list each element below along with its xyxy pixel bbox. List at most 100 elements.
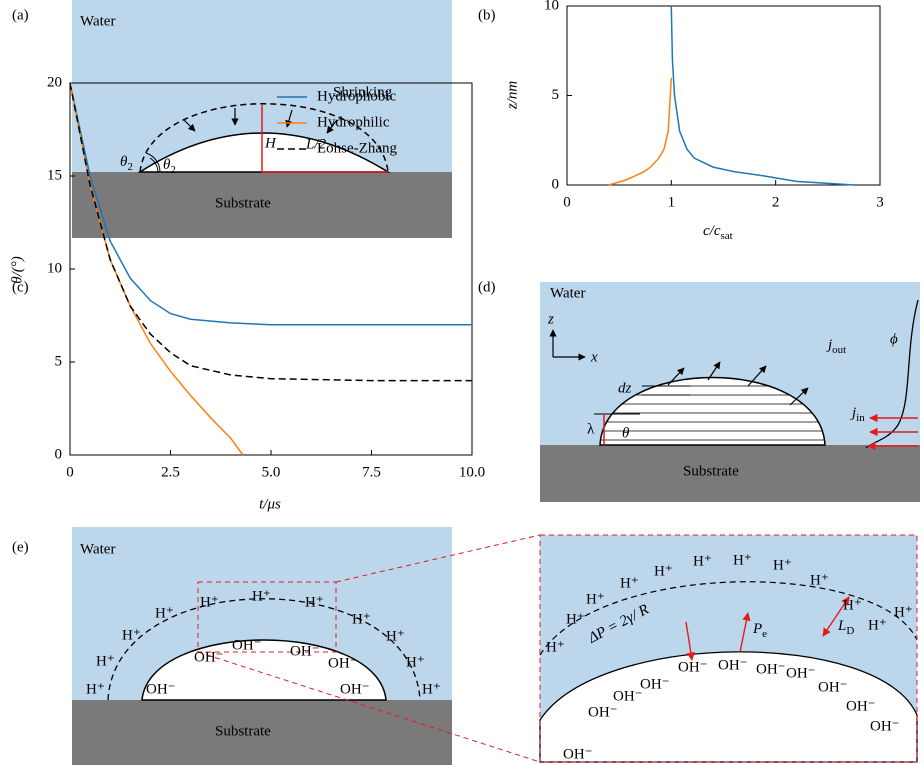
label: z: [547, 311, 554, 327]
substrate: [540, 445, 920, 502]
y-axis-label: θ/(°): [9, 256, 25, 284]
ion-label: H⁺: [566, 611, 585, 627]
ion-label: H⁺: [693, 553, 712, 569]
dz-marks: [642, 385, 690, 396]
x-tick-label: 1: [668, 194, 676, 210]
ion-label: OH⁻: [870, 718, 900, 734]
symbol-label: LD: [837, 618, 854, 636]
axis-arrows: [549, 329, 586, 361]
label: L/2: [305, 136, 327, 152]
ion-label: OH⁻: [678, 659, 708, 675]
x-tick-label: 5.0: [262, 464, 281, 480]
substrate-label: Substrate: [215, 723, 271, 739]
series-line: [608, 77, 673, 186]
y-tick-label: 10: [47, 260, 62, 276]
x-tick-label: 2: [772, 194, 780, 210]
subscript: out: [832, 344, 846, 356]
symbol-label: θ2: [120, 154, 133, 172]
ion-label: OH⁻: [846, 698, 876, 714]
ion-label: H⁺: [86, 681, 105, 697]
y-tick-label: 15: [47, 167, 62, 183]
ion-label: H⁺: [868, 617, 887, 633]
ion-label: H⁺: [406, 654, 425, 670]
ion-label: H⁺: [733, 552, 752, 568]
substrate: [72, 700, 452, 765]
symbol: L: [837, 618, 846, 634]
symbol: c/c: [703, 223, 721, 239]
ion-label: H⁺: [894, 604, 913, 620]
y-tick-label: 0: [55, 446, 63, 462]
panel-d: [540, 282, 920, 502]
ion-label: OH⁻: [328, 655, 358, 671]
ion-label: H⁺: [155, 605, 174, 621]
dimension-lines: [261, 104, 388, 173]
panel-label: (a): [12, 7, 29, 23]
ion-label: OH⁻: [194, 649, 224, 665]
ion-label: OH⁻: [640, 676, 670, 692]
zoom-double-layer: [539, 581, 918, 656]
ion-label: OH⁻: [613, 688, 643, 704]
legend-label: Hydrophilic: [317, 114, 390, 130]
symbol: θ: [120, 154, 128, 170]
zoom-frame: [539, 534, 918, 763]
series-line: [69, 82, 472, 326]
droplet: [599, 376, 826, 446]
ion-label: H⁺: [843, 597, 862, 613]
x-tick-label: 10.0: [459, 464, 485, 480]
symbol-label: jin: [850, 405, 865, 423]
ion-label: H⁺: [620, 575, 639, 591]
symbol-label: θ2: [163, 157, 176, 175]
water-label: Water: [80, 541, 115, 557]
x-tick-label: 0: [66, 464, 74, 480]
ion-label: OH⁻: [340, 681, 370, 697]
label: θ: [622, 425, 630, 441]
ion-label: OH⁻: [756, 661, 786, 677]
x-tick-label: 2.5: [161, 464, 180, 480]
subscript: sat: [720, 230, 732, 242]
subscript: D: [846, 625, 854, 637]
x-axis-label: t/μs: [259, 496, 281, 512]
substrate-label: Substrate: [683, 463, 739, 479]
ion-label: H⁺: [352, 611, 371, 627]
symbol-label: Pe: [752, 621, 767, 639]
ion-label: H⁺: [122, 627, 141, 643]
outflux-arrows: [667, 361, 809, 406]
symbol: P: [752, 621, 762, 637]
symbol: θ: [163, 157, 171, 173]
panel-label: (d): [478, 279, 496, 295]
panel-e: [72, 527, 918, 765]
droplet-outline: [139, 103, 389, 173]
label: H: [264, 135, 277, 151]
zoom-droplet: [539, 651, 918, 763]
x-tick-label: 0: [563, 194, 571, 210]
subscript: 2: [170, 164, 176, 176]
ion-label: OH⁻: [718, 657, 748, 673]
angle-arcs: [145, 152, 161, 173]
symbol: j: [826, 337, 832, 353]
panel-label: (c): [12, 279, 29, 295]
water-label: Water: [550, 285, 585, 301]
ion-label: H⁺: [773, 557, 792, 573]
droplet: [141, 639, 387, 701]
panel-a: [72, 0, 452, 238]
subscript: in: [856, 412, 865, 424]
x-tick-label: 3: [876, 194, 884, 210]
force-arrows: [685, 596, 850, 661]
ion-label: H⁺: [810, 572, 829, 588]
symbol-label: jout: [826, 337, 846, 355]
label: λ: [587, 421, 595, 437]
zoom-lines: [197, 534, 541, 763]
series-line: [69, 82, 472, 382]
ion-label: OH⁻: [146, 681, 176, 697]
ion-label: OH⁻: [290, 643, 320, 659]
legend-label: Hydrophobic: [317, 88, 396, 104]
ion-label: H⁺: [422, 681, 441, 697]
ion-label: H⁺: [654, 563, 673, 579]
ion-label: OH⁻: [232, 637, 262, 653]
ion-label: H⁺: [546, 639, 565, 655]
y-tick-label: 10: [544, 0, 559, 13]
panel-label: (b): [478, 7, 496, 23]
label: x: [590, 349, 598, 365]
y-tick-label: 20: [47, 74, 62, 90]
